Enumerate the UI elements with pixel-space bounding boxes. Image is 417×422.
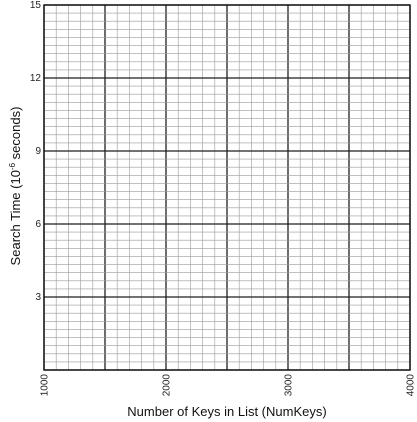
y-axis-title: Search Time (10-6 seconds)	[8, 107, 23, 266]
x-tick-label: 2000	[162, 374, 173, 397]
y-axis-title-exponent: -6	[8, 162, 17, 170]
y-axis-title-prefix: Search Time (10	[8, 170, 23, 265]
y-tick-label: 9	[35, 146, 41, 157]
x-tick-label: 1000	[40, 374, 51, 397]
grid-layer	[43, 4, 411, 371]
y-tick-label: 12	[30, 73, 42, 84]
y-tick-label: 3	[35, 292, 41, 303]
y-axis-title-suffix: seconds)	[8, 107, 23, 163]
y-tick-label: 15	[30, 0, 42, 11]
x-tick-label: 3000	[284, 374, 295, 397]
y-tick-label: 6	[35, 219, 41, 230]
x-axis-title: Number of Keys in List (NumKeys)	[127, 404, 326, 419]
x-tick-label: 4000	[406, 374, 417, 397]
plot-frame	[43, 4, 411, 371]
tick-label-layer: 15 12 9 6 3 1000 2000 3000 4000	[30, 0, 417, 396]
